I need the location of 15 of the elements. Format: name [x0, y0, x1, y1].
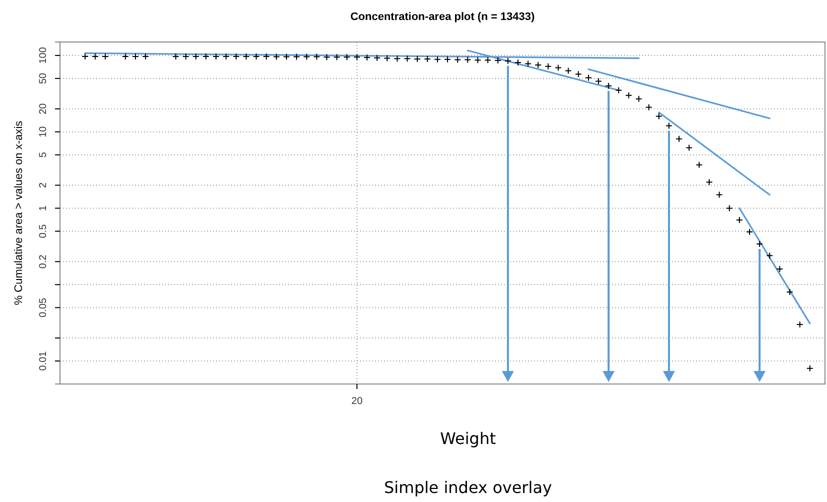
y-tick-label: 5	[38, 152, 49, 158]
y-tick-label: 1	[38, 205, 49, 212]
y-tick-label: 0.2	[38, 254, 49, 269]
y-tick-label: 0.05	[38, 297, 49, 318]
chart-title: Concentration-area plot (n = 13433)	[350, 11, 535, 23]
text: Simple index overlay	[384, 478, 552, 497]
y-tick-label: 10	[38, 126, 49, 138]
y-tick-label: 50	[38, 72, 49, 84]
y-tick-label: 0.01	[38, 350, 49, 371]
y-axis-title: % Cumulative area > values on x-axis	[13, 120, 25, 306]
x-axis-title: Weight	[440, 429, 496, 448]
y-tick-label: 0.5	[38, 224, 49, 238]
y-tick-label: 2	[38, 182, 49, 188]
y-tick-label: 20	[38, 102, 49, 114]
y-tick-label: 100	[38, 46, 49, 64]
